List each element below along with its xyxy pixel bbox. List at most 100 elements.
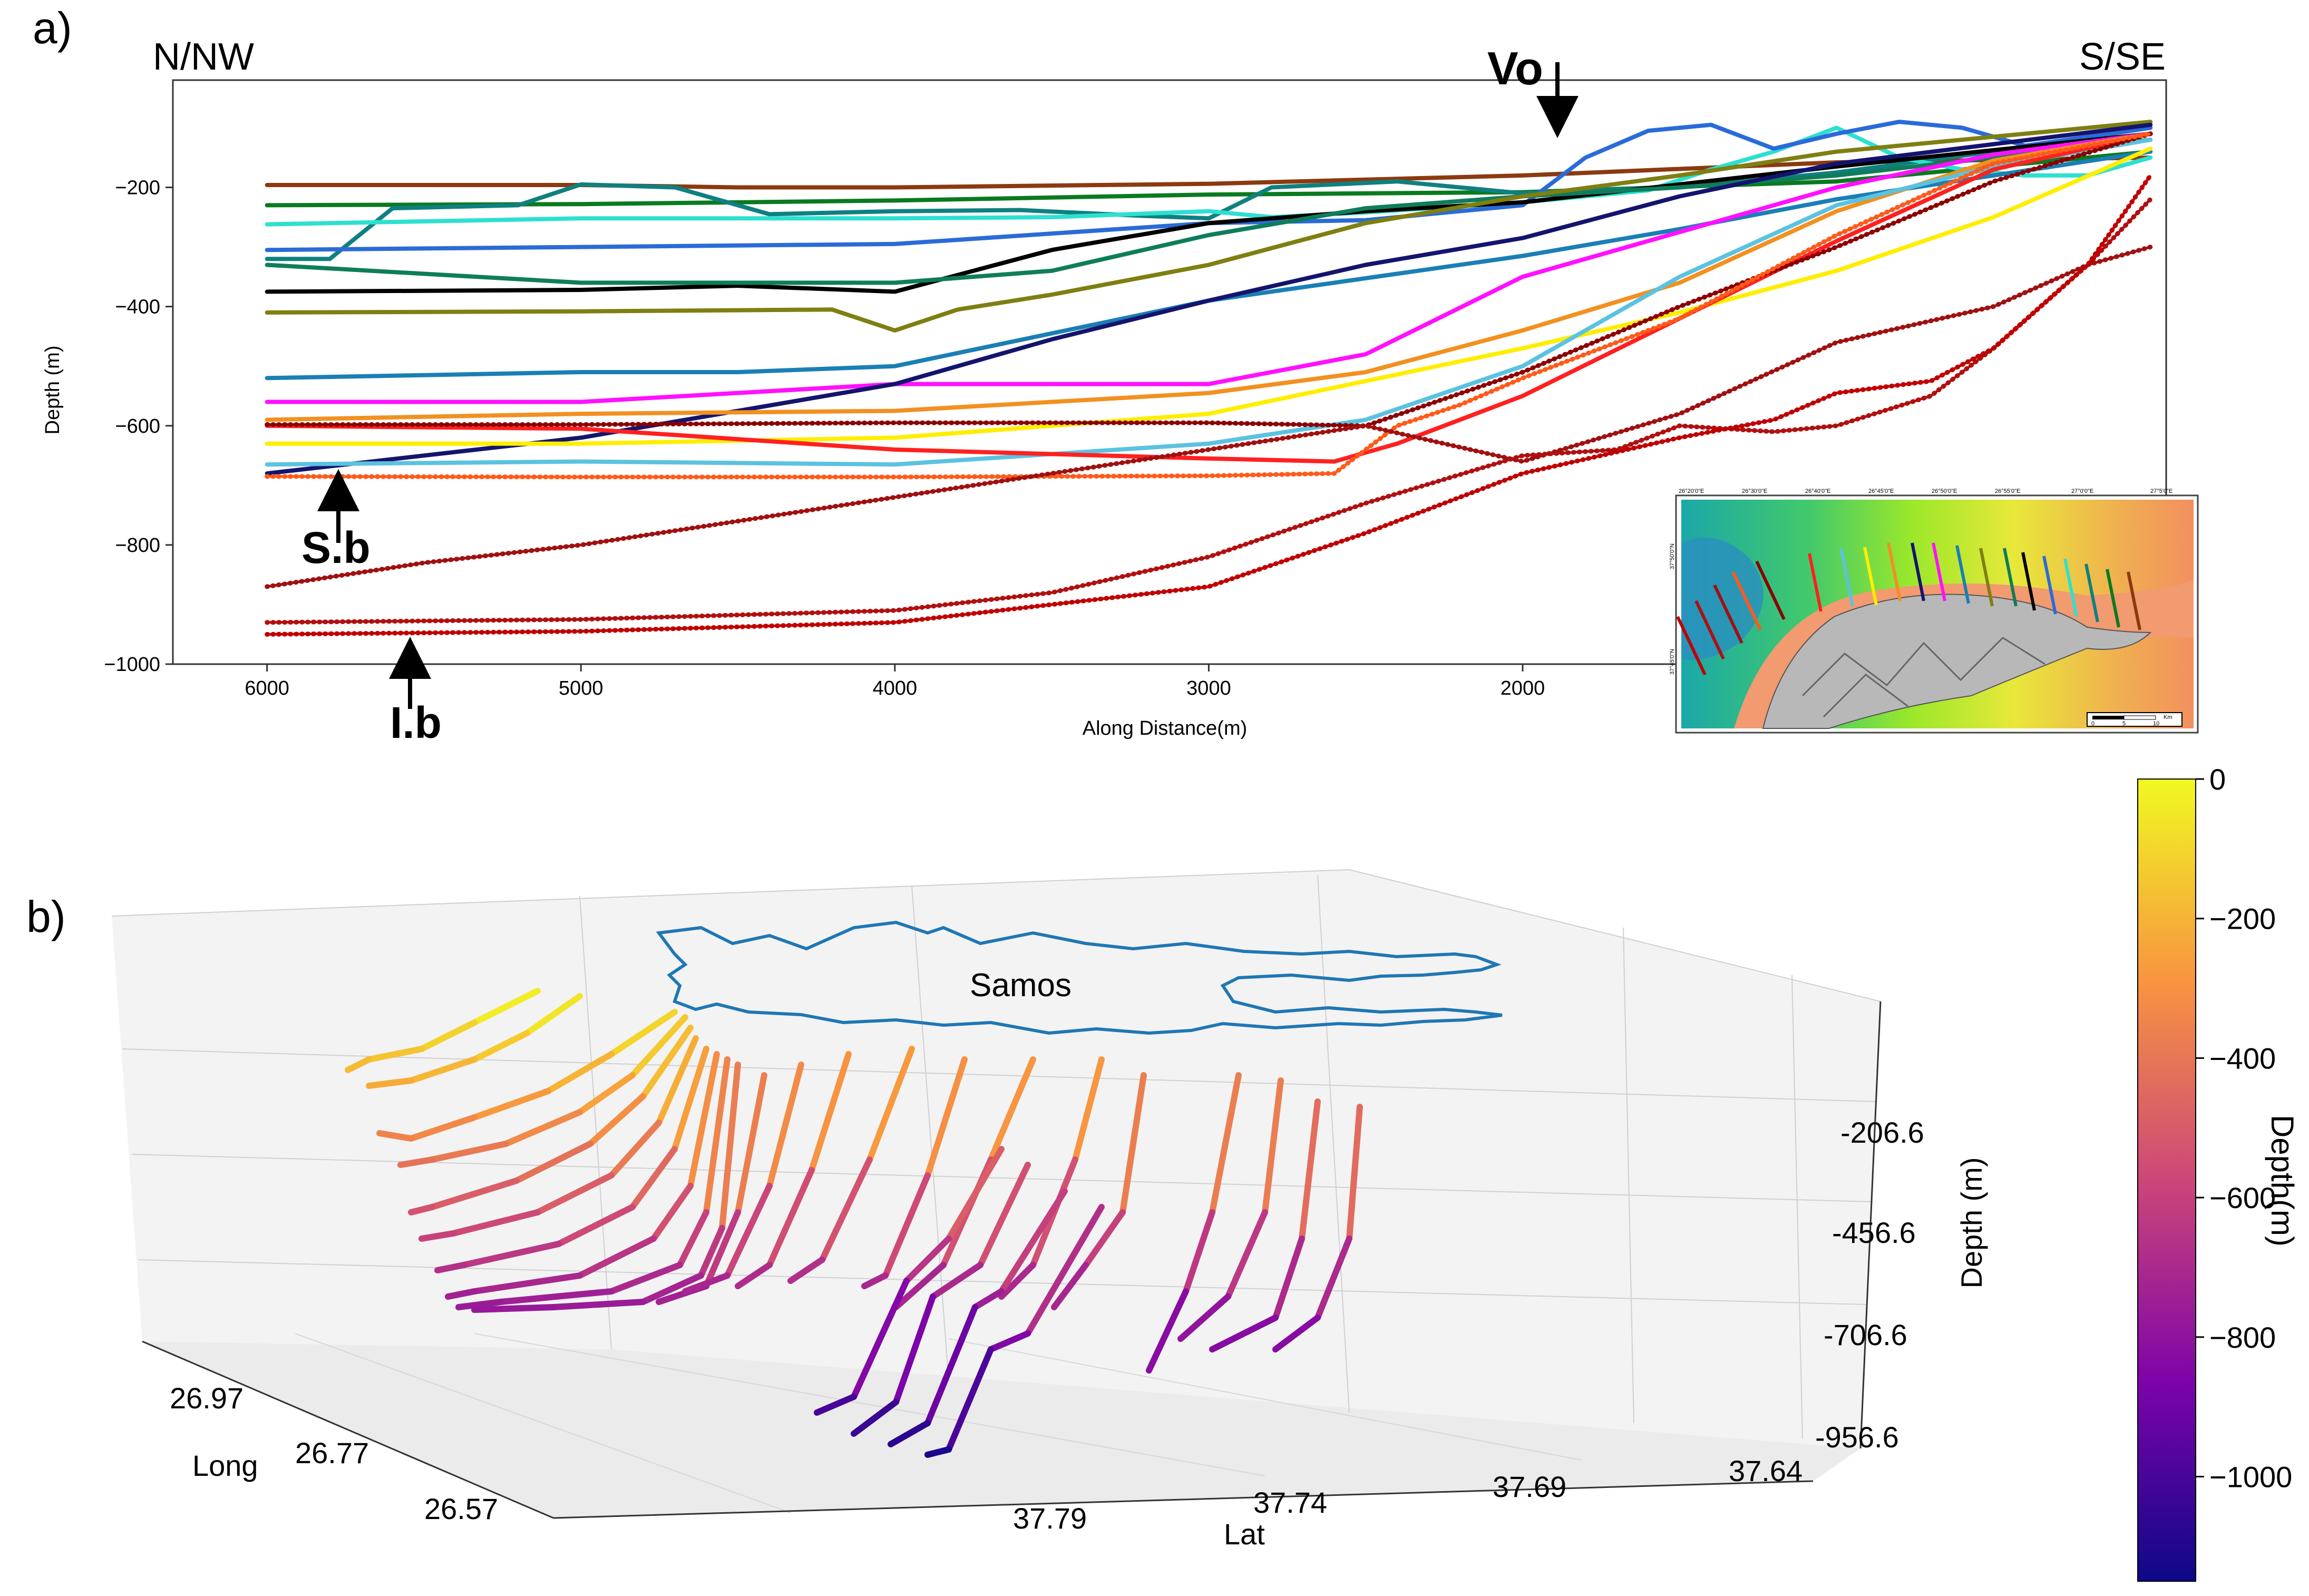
ib-annotation: I.b: [390, 698, 442, 747]
profile-segment: [629, 1146, 678, 1210]
inset-left-tick: 37°45'0"N: [1669, 649, 1675, 675]
x-tick-label: 5000: [559, 677, 603, 699]
x-tick-label: 4000: [873, 677, 918, 699]
inset-profile-stick: [2084, 563, 2099, 622]
profile-segment: [1146, 1288, 1189, 1374]
panel-a-label: a): [33, 3, 72, 53]
inset-top-tick: 26°50'0"E: [1932, 488, 1957, 494]
profile-segment: [893, 1262, 947, 1310]
profile-segment: [946, 1346, 994, 1453]
profile-segment: [682, 1272, 730, 1295]
inset-profile-stick: [1955, 545, 1970, 604]
left-direction-tag: N/NW: [153, 36, 254, 78]
profile-segment: [808, 1051, 852, 1173]
profile-segment: [471, 1304, 557, 1313]
lat-tick: 37.69: [1493, 1470, 1566, 1503]
y-tick-label: −400: [115, 296, 160, 318]
profile-segment: [503, 1109, 583, 1147]
inset-profile-stick: [1932, 542, 1946, 601]
profile-segment: [766, 1167, 815, 1268]
profile-segment: [455, 1299, 504, 1310]
profile-segment: [608, 1262, 683, 1295]
inset-top-tick: 27°5'0"E: [2150, 488, 2172, 494]
profile-segment: [1025, 1204, 1105, 1337]
inset-profile-stick: [1839, 548, 1854, 607]
axis-ticks: 6000 5000 4000 3000 2000 −200 −400 −600 −800 −100…: [104, 177, 1545, 699]
profile-segment: [471, 1272, 583, 1295]
plot-frame: [172, 79, 2167, 665]
depth-tick: -706.6: [1824, 1318, 1907, 1351]
profile-segment: [703, 1209, 741, 1289]
profile-segment: [577, 1235, 657, 1279]
profile-segment: [408, 1114, 478, 1142]
profile-segment: [888, 1420, 931, 1447]
floor-pane: [142, 1341, 1860, 1518]
series-profile-olive: [265, 120, 2153, 333]
samos-label: Samos: [970, 967, 1071, 1004]
panel-b: b) Samos 26.97 26.77 26.57 Long 37.79 37…: [26, 763, 2300, 1582]
colorbar-tick-label: 0: [2209, 763, 2226, 796]
inset-top-tick: 27°0'0"E: [2071, 488, 2093, 494]
depth-axis-label: Depth (m): [1955, 1157, 1988, 1289]
profile-segment: [924, 1056, 968, 1179]
inset-island-relief: [1801, 637, 2045, 718]
inset-map: 26°20'0"E 26°30'0"E 26°40'0"E 26°45'0"E …: [1669, 488, 2199, 734]
profile-segment: [719, 1062, 741, 1231]
long-tick: 26.57: [424, 1492, 498, 1525]
inset-top-tick: 26°40'0"E: [1805, 488, 1830, 494]
colorbar-ticks: 0 −200 −400 −600 −800 −1000: [2196, 763, 2292, 1493]
inset-scale-tick: 10: [2153, 721, 2159, 727]
profile-segment: [608, 1120, 662, 1179]
depth-axis: -206.6 -456.6 -706.6 -956.6 Depth (m): [1815, 1116, 1988, 1454]
y-tick-label: −200: [115, 177, 160, 199]
inset-scale-tick: 0: [2091, 721, 2094, 727]
series-profile-cyan: [265, 125, 2153, 227]
inset-profile-stick: [2063, 558, 2078, 617]
profile-segment: [434, 1262, 467, 1273]
colorbar-label: Depth(m): [2265, 1115, 2300, 1247]
profile-segment: [545, 1051, 615, 1094]
series-profile-black: [265, 131, 2153, 294]
profile-segment: [698, 1225, 725, 1279]
lat-tick: 37.79: [1013, 1502, 1087, 1535]
lat-tick: 37.64: [1729, 1454, 1803, 1487]
inset-profile-stick: [1979, 548, 1994, 607]
profile-lines: [265, 120, 2153, 637]
profile-segment: [429, 1177, 520, 1210]
long-axis-label: Long: [192, 1449, 258, 1482]
x-tick-label: 3000: [1186, 677, 1231, 699]
profile-segment: [1051, 1262, 1089, 1310]
grid-line: [948, 1338, 1582, 1461]
profile-segment: [1209, 1072, 1242, 1215]
profile-segment: [577, 1072, 636, 1115]
profile-segment: [1072, 1056, 1105, 1163]
lat-tick: 37.74: [1253, 1486, 1327, 1519]
inset-profile-stick: [1694, 600, 1725, 660]
profile-segment: [1299, 1098, 1321, 1242]
long-axis: 26.97 26.77 26.57 Long: [170, 1381, 498, 1525]
series-profile-blue: [265, 120, 2153, 252]
x-axis-label: Along Distance(m): [1083, 717, 1248, 739]
depth-profiles-3d: [345, 988, 1363, 1458]
long-tick: 26.77: [295, 1436, 369, 1470]
inset-profile-stick: [1755, 560, 1786, 620]
profile-segment: [366, 1046, 425, 1063]
inset-profile-markers: [1676, 542, 2141, 676]
series-core-profile-darkred-4: [267, 174, 2152, 636]
inset-profile-stick: [1863, 547, 1878, 606]
profile-segment: [513, 1141, 593, 1184]
profile-segment: [471, 1088, 551, 1121]
profile-segment: [866, 1046, 915, 1163]
grid-line: [911, 885, 949, 1381]
profile-segment: [408, 1056, 478, 1084]
profile-segment: [766, 1062, 804, 1189]
long-tick: 26.97: [170, 1381, 243, 1415]
profile-segment: [656, 1035, 699, 1126]
profile-segment: [366, 1077, 414, 1089]
inset-scale-bar: 0 5 10 Km: [2087, 712, 2183, 727]
profile-segment: [640, 1025, 694, 1099]
colorbar-tick-label: −800: [2209, 1321, 2276, 1354]
profile-segment: [946, 1146, 1005, 1242]
profile-segment: [1346, 1104, 1363, 1242]
y-tick-label: −1000: [104, 654, 160, 676]
